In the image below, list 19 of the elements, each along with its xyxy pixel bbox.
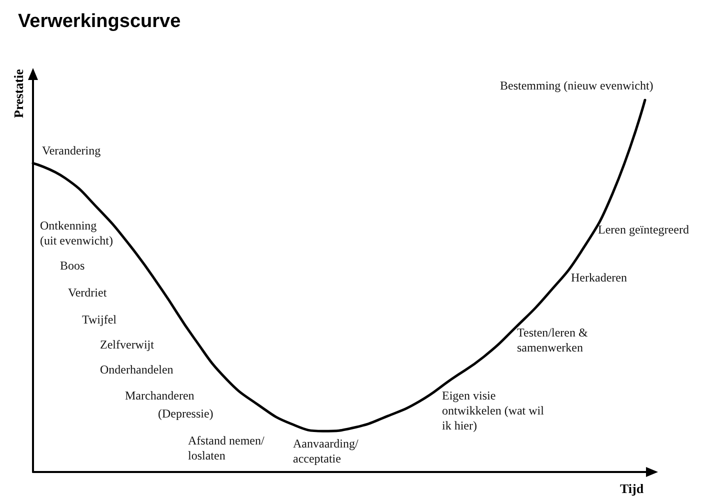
annotation: Twijfel xyxy=(82,312,118,326)
text: Bestemming (nieuw evenwicht) xyxy=(500,78,654,92)
annotation: Ontkenning (uit evenwicht) xyxy=(40,218,113,248)
annotation: Afstand nemen/ loslaten xyxy=(188,434,265,462)
x-axis-title: Tijd xyxy=(620,481,644,496)
annotation: Testen/leren & samenwerken xyxy=(517,326,588,354)
annotation: Herkaderen xyxy=(571,270,627,284)
annotation: Aanvaarding/ acceptatie xyxy=(293,436,359,466)
annotation: Leren geïntegreerd xyxy=(598,222,689,236)
annotation: Zelfverwijt xyxy=(100,338,155,352)
annotation: (Depressie) xyxy=(158,406,214,420)
y-axis-title: Prestatie xyxy=(11,68,26,118)
annotation: Boos xyxy=(60,258,86,272)
annotation: Verandering xyxy=(42,144,101,158)
annotation: Onderhandelen xyxy=(100,362,174,376)
chart-title: Verwerkingscurve xyxy=(18,11,181,32)
annotation: Verdriet xyxy=(68,286,108,300)
annotation: Marchanderen xyxy=(125,388,194,402)
annotation: Eigen visie ontwikkelen (wat wil ik hier) xyxy=(442,388,545,432)
